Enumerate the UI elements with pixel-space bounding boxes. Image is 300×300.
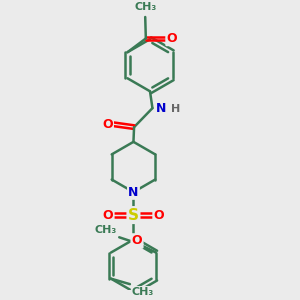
Text: H: H (171, 104, 180, 114)
Text: S: S (128, 208, 139, 223)
Text: O: O (154, 208, 164, 222)
Text: N: N (156, 102, 166, 115)
Text: O: O (102, 118, 113, 130)
Text: O: O (132, 235, 142, 248)
Text: CH₃: CH₃ (131, 286, 154, 297)
Text: CH₃: CH₃ (94, 225, 117, 235)
Text: O: O (167, 32, 177, 45)
Text: O: O (103, 208, 113, 222)
Text: N: N (128, 186, 139, 199)
Text: CH₃: CH₃ (134, 2, 156, 12)
